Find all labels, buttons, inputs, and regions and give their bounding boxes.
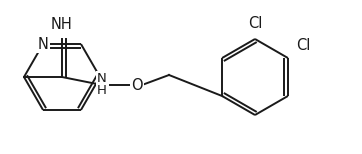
Text: Cl: Cl xyxy=(248,16,262,31)
Text: N
H: N H xyxy=(97,73,107,97)
Text: O: O xyxy=(131,77,143,93)
Text: NH: NH xyxy=(51,17,73,32)
Text: Cl: Cl xyxy=(296,38,310,53)
Text: N: N xyxy=(38,37,49,52)
